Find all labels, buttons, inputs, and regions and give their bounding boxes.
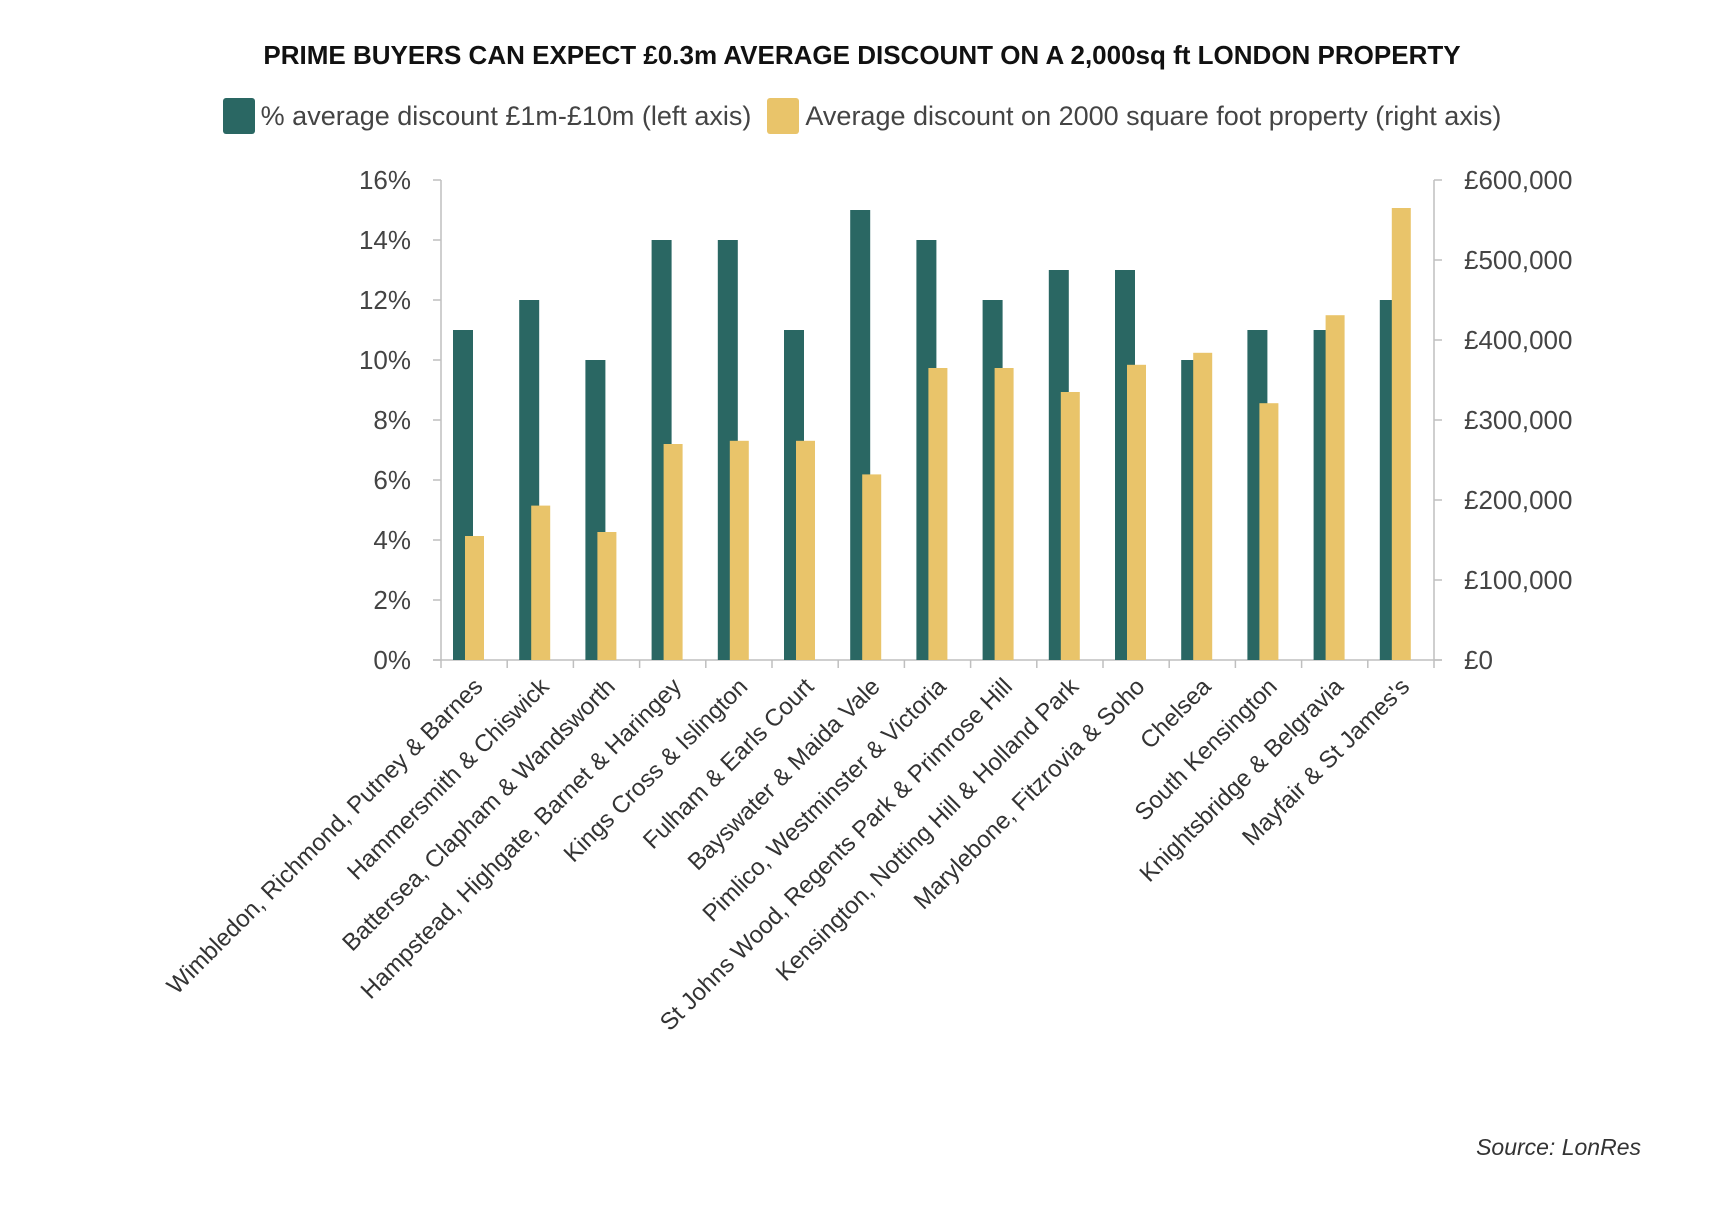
bar-average-discount <box>465 536 484 660</box>
legend-item-percent: % average discount £1m-£10m (left axis) <box>222 98 752 134</box>
right-tick-label: £0 <box>1464 645 1493 675</box>
legend: % average discount £1m-£10m (left axis) … <box>0 98 1724 134</box>
bar-average-discount <box>597 532 617 660</box>
bar-average-discount <box>663 444 683 660</box>
bar-average-discount <box>1060 392 1080 660</box>
legend-item-discount: Average discount on 2000 square foot pro… <box>767 98 1501 134</box>
right-tick-label: £300,000 <box>1464 405 1572 435</box>
left-tick-label: 10% <box>359 345 411 375</box>
bar-average-discount <box>1193 352 1213 660</box>
bar-average-discount <box>1259 403 1279 660</box>
bar-average-discount <box>796 440 815 660</box>
legend-swatch-discount <box>767 98 800 134</box>
left-tick-label: 2% <box>373 585 411 615</box>
left-tick-label: 16% <box>359 165 411 195</box>
bar-average-discount <box>1127 364 1146 660</box>
bar-average-discount <box>928 368 948 660</box>
right-tick-label: £100,000 <box>1464 565 1572 595</box>
right-tick-label: £400,000 <box>1464 325 1572 355</box>
left-tick-label: 12% <box>359 285 411 315</box>
legend-label-discount: Average discount on 2000 square foot pro… <box>805 100 1502 131</box>
left-tick-label: 8% <box>373 405 411 435</box>
chart-title: PRIME BUYERS CAN EXPECT £0.3m AVERAGE DI… <box>263 40 1461 70</box>
left-tick-label: 0% <box>373 645 411 675</box>
category-label: Kensington, Notting Hill & Holland Park <box>771 672 1085 986</box>
bar-average-discount <box>531 505 551 660</box>
right-tick-label: £200,000 <box>1464 485 1572 515</box>
left-tick-label: 4% <box>373 525 411 555</box>
legend-swatch-percent <box>222 98 255 134</box>
right-tick-label: £600,000 <box>1464 165 1572 195</box>
source-note: Source: LonRes <box>1476 1134 1641 1160</box>
bar-average-discount <box>994 368 1014 660</box>
bar-average-discount <box>1391 208 1411 660</box>
bar-average-discount <box>862 474 882 660</box>
category-label: Battersea, Clapham & Wandsworth <box>337 673 621 957</box>
bar-average-discount <box>729 440 749 660</box>
legend-label-percent: % average discount £1m-£10m (left axis) <box>260 100 752 131</box>
left-tick-label: 6% <box>373 465 411 495</box>
left-tick-label: 14% <box>359 225 411 255</box>
bar-average-discount <box>1325 315 1345 660</box>
right-tick-label: £500,000 <box>1464 245 1572 275</box>
